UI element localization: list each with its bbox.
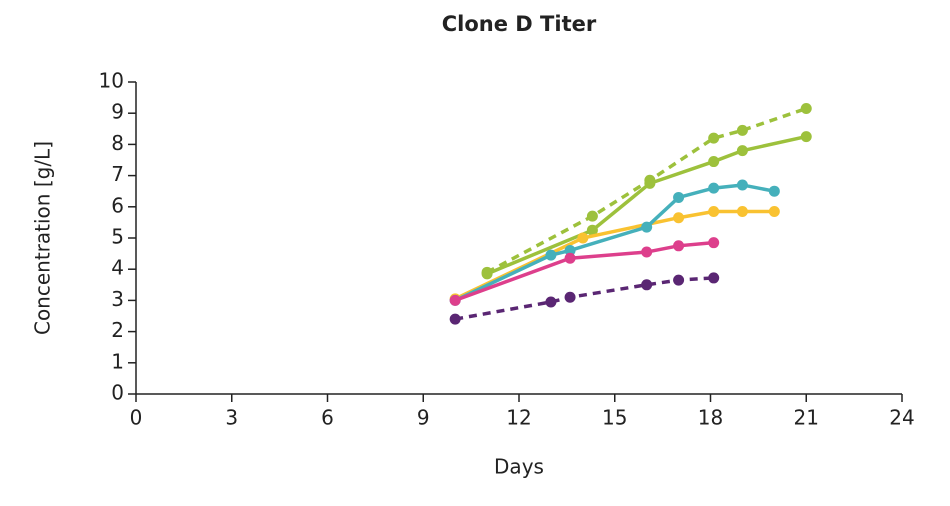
x-tick-label: 6 (321, 406, 334, 430)
data-point (673, 274, 685, 286)
x-tick-label: 9 (417, 406, 430, 430)
data-point (708, 182, 720, 194)
data-point (708, 205, 720, 217)
y-axis-label: Concentration [g/L] (31, 141, 55, 335)
data-point (708, 132, 720, 144)
y-tick-label: 2 (111, 318, 124, 342)
chart-title: Clone D Titer (442, 12, 597, 36)
y-tick-label: 1 (111, 349, 124, 373)
y-tick-label: 5 (111, 225, 124, 249)
data-point (545, 296, 557, 308)
data-point (564, 291, 576, 303)
x-tick-label: 21 (794, 406, 819, 430)
data-point (736, 145, 748, 157)
y-tick-label: 6 (111, 193, 124, 217)
data-point (586, 224, 598, 236)
y-tick-label: 0 (111, 381, 124, 405)
y-tick-label: 7 (111, 162, 124, 186)
y-tick-label: 9 (111, 100, 124, 124)
data-point (673, 240, 685, 252)
y-tick-label: 10 (99, 69, 124, 93)
x-tick-label: 12 (506, 406, 531, 430)
x-tick-label: 18 (698, 406, 723, 430)
data-point (673, 191, 685, 203)
series-line (486, 134, 807, 276)
data-point (481, 268, 493, 280)
data-point (708, 272, 720, 284)
data-point (641, 246, 653, 258)
data-point (736, 124, 748, 136)
data-point (673, 212, 685, 224)
y-tick-label: 4 (111, 256, 124, 280)
data-point (800, 131, 812, 143)
data-point (564, 244, 576, 256)
data-point (449, 313, 461, 325)
data-point (641, 221, 653, 233)
data-point (586, 210, 598, 222)
data-point (449, 294, 461, 306)
data-point (708, 156, 720, 168)
data-point (768, 205, 780, 217)
x-axis-label: Days (494, 455, 544, 479)
data-point (577, 232, 589, 244)
data-point (768, 185, 780, 197)
data-point (641, 279, 653, 291)
x-tick-label: 15 (602, 406, 627, 430)
data-point (736, 179, 748, 191)
data-point (736, 205, 748, 217)
data-point (564, 252, 576, 264)
series-line (454, 276, 714, 321)
x-tick-label: 0 (130, 406, 143, 430)
data-point (800, 103, 812, 115)
x-tick-label: 24 (889, 406, 914, 430)
y-tick-label: 3 (111, 287, 124, 311)
y-tick-label: 8 (111, 131, 124, 155)
x-tick-label: 3 (225, 406, 238, 430)
series-line (486, 106, 807, 274)
data-point (644, 177, 656, 189)
data-point (545, 249, 557, 261)
data-point (708, 237, 720, 249)
